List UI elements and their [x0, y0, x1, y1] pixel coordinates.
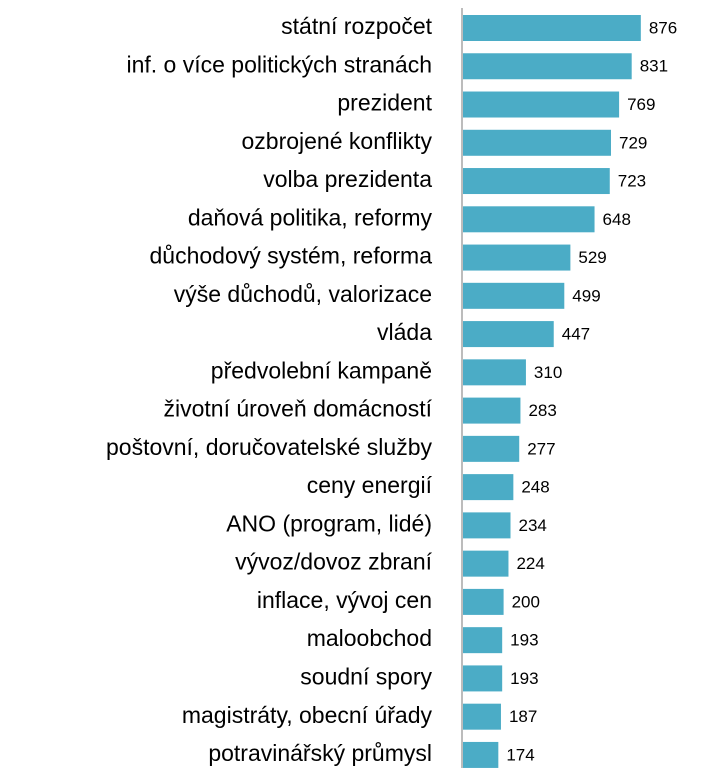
category-label: státní rozpočet [281, 13, 432, 39]
value-label: 283 [528, 401, 556, 420]
category-label: daňová politika, reformy [188, 204, 433, 230]
value-label: 723 [618, 172, 646, 191]
category-label: vývoz/dovoz zbraní [235, 549, 432, 575]
bar [463, 321, 554, 348]
bar [463, 665, 503, 692]
bar [463, 741, 499, 768]
category-label: prezident [337, 90, 432, 116]
value-label: 174 [506, 745, 534, 764]
value-label: 769 [627, 95, 655, 114]
category-label: inflace, vývoj cen [257, 587, 432, 613]
bar [463, 15, 641, 41]
bar [463, 588, 504, 615]
category-label: ozbrojené konflikty [242, 128, 433, 154]
category-label: soudní spory [300, 663, 432, 689]
category-label: magistráty, obecní úřady [182, 702, 433, 728]
value-label: 529 [578, 248, 606, 267]
category-label: inf. o více politických stranách [126, 51, 432, 77]
value-label: 248 [521, 478, 549, 497]
category-label: ANO (program, lidé) [226, 510, 432, 536]
category-label: ceny energií [307, 472, 433, 498]
bar [463, 91, 620, 118]
category-label: životní úroveň domácností [164, 396, 433, 422]
bar [463, 244, 571, 271]
value-label: 200 [512, 592, 540, 611]
value-label: 277 [527, 439, 555, 458]
bar [463, 435, 520, 462]
category-label: předvolební kampaně [211, 357, 432, 383]
value-label: 193 [510, 669, 538, 688]
bar [463, 397, 521, 424]
value-label: 193 [510, 631, 538, 650]
value-label: 234 [519, 516, 547, 535]
category-label: výše důchodů, valorizace [174, 281, 432, 307]
bar [463, 359, 526, 386]
bar [463, 550, 509, 577]
value-label: 499 [572, 286, 600, 305]
category-label: vláda [377, 319, 432, 345]
bar [463, 282, 565, 309]
category-label: důchodový systém, reforma [149, 243, 432, 269]
bar [463, 474, 514, 501]
category-label: poštovní, doručovatelské služby [106, 434, 433, 460]
value-label: 224 [516, 554, 544, 573]
bar [463, 206, 595, 233]
bar [463, 129, 611, 156]
category-label: maloobchod [307, 625, 432, 651]
value-label: 831 [640, 57, 668, 76]
bar [463, 53, 632, 80]
value-label: 729 [619, 133, 647, 152]
value-label: 648 [603, 210, 631, 229]
category-label: volba prezidenta [263, 166, 432, 192]
bar [463, 627, 503, 654]
bar [463, 512, 511, 539]
value-label: 447 [562, 325, 590, 344]
category-label: potravinářský průmysl [208, 740, 432, 766]
value-label: 876 [649, 18, 677, 37]
bar [463, 168, 610, 195]
value-label: 187 [509, 707, 537, 726]
value-label: 310 [534, 363, 562, 382]
bar [463, 703, 501, 730]
